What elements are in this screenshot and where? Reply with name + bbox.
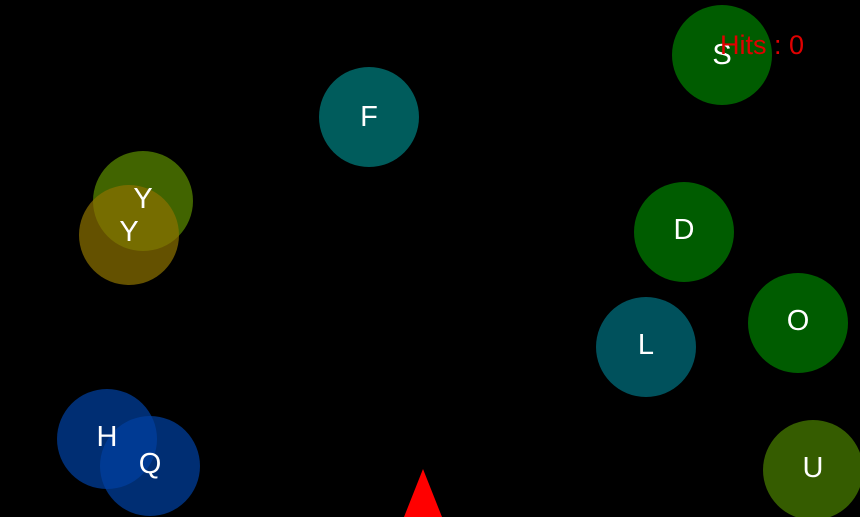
triangle-shooter-icon[interactable]	[404, 469, 442, 517]
letter-bubble-s[interactable]	[672, 5, 772, 105]
hits-counter: Hits : 0	[720, 30, 805, 60]
letter-bubble-u[interactable]	[763, 420, 860, 517]
letter-bubble-o[interactable]	[748, 273, 848, 373]
letter-bubble-l[interactable]	[596, 297, 696, 397]
letter-bubble-y-lower[interactable]	[79, 185, 179, 285]
letter-bubble-d[interactable]	[634, 182, 734, 282]
letter-bubble-q[interactable]	[100, 416, 200, 516]
letter-bubble-f[interactable]	[319, 67, 419, 167]
